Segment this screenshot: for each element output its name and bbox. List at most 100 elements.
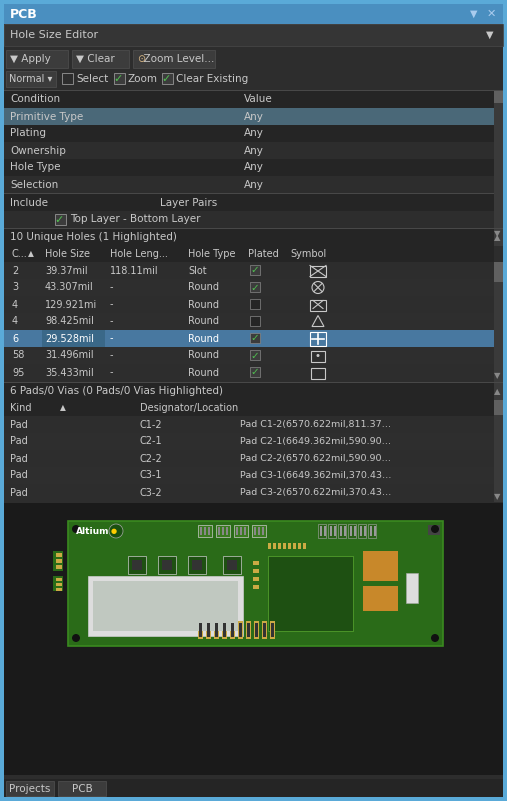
Bar	[56, 565, 62, 569]
Bar	[318, 524, 326, 538]
Bar	[303, 543, 306, 549]
Text: Projects: Projects	[9, 783, 51, 794]
Text: Pad: Pad	[10, 420, 28, 429]
Text: Top Layer - Bottom Layer: Top Layer - Bottom Layer	[70, 215, 200, 224]
Bar	[262, 621, 267, 639]
Bar	[4, 503, 503, 775]
Bar	[222, 527, 224, 535]
Text: 129.921mi: 129.921mi	[45, 300, 97, 309]
Bar	[162, 560, 172, 570]
Bar	[240, 527, 242, 535]
Bar	[214, 621, 219, 639]
Text: Include: Include	[10, 198, 48, 207]
Circle shape	[316, 354, 319, 357]
Text: ✓: ✓	[250, 368, 259, 377]
Bar	[254, 621, 259, 639]
Bar	[199, 623, 202, 637]
Text: ✕: ✕	[487, 9, 496, 19]
Bar	[273, 543, 276, 549]
Bar	[270, 621, 275, 639]
Bar	[56, 559, 62, 563]
Bar	[132, 560, 142, 570]
Bar	[354, 526, 356, 536]
Circle shape	[109, 524, 123, 538]
Bar	[494, 91, 503, 103]
Circle shape	[431, 634, 439, 642]
Text: Hole Size: Hole Size	[45, 249, 90, 259]
Text: Primitive Type: Primitive Type	[10, 111, 83, 122]
Bar	[4, 90, 503, 91]
Bar	[114, 73, 125, 84]
Bar	[328, 524, 336, 538]
Text: Pad: Pad	[10, 470, 28, 481]
Text: 43.307mil: 43.307mil	[45, 283, 94, 292]
Bar	[207, 623, 210, 637]
Bar	[364, 526, 366, 536]
Bar	[133, 50, 215, 68]
Bar	[4, 108, 494, 125]
Text: 4: 4	[12, 300, 18, 309]
Text: Selection: Selection	[10, 179, 58, 190]
Text: Altium: Altium	[76, 526, 110, 536]
Text: Ownership: Ownership	[10, 146, 66, 155]
Text: Round: Round	[188, 333, 219, 344]
Bar	[4, 347, 494, 364]
Bar	[4, 416, 494, 433]
Bar	[206, 621, 211, 639]
Text: Any: Any	[244, 179, 264, 190]
Bar	[216, 525, 230, 537]
Text: Any: Any	[244, 128, 264, 139]
Bar	[4, 279, 494, 296]
Bar	[4, 229, 494, 246]
Text: Normal ▾: Normal ▾	[9, 74, 52, 84]
Text: 3: 3	[12, 283, 18, 292]
Circle shape	[72, 634, 80, 642]
Bar	[4, 24, 503, 46]
Text: -: -	[110, 316, 114, 327]
Text: Condition: Condition	[10, 95, 60, 104]
Text: 35.433mil: 35.433mil	[45, 368, 94, 377]
Bar	[4, 193, 494, 194]
Text: Any: Any	[244, 111, 264, 122]
Bar	[56, 553, 62, 557]
Bar	[4, 211, 494, 228]
Bar	[204, 527, 206, 535]
Bar	[494, 262, 503, 382]
Text: ▼: ▼	[494, 493, 500, 501]
Text: Designator/Location: Designator/Location	[140, 403, 238, 413]
Bar	[255, 623, 258, 637]
Circle shape	[72, 525, 80, 533]
Text: Pad C3-2(6570.622mil,370.43…: Pad C3-2(6570.622mil,370.43…	[240, 488, 391, 497]
Bar	[246, 621, 251, 639]
Bar	[338, 524, 346, 538]
Bar	[363, 551, 398, 581]
Bar	[4, 433, 494, 450]
Bar	[253, 561, 259, 565]
Bar	[293, 543, 296, 549]
Bar	[215, 623, 218, 637]
Bar	[218, 527, 220, 535]
Text: ▼: ▼	[470, 9, 478, 19]
Bar	[252, 525, 266, 537]
Bar	[55, 214, 66, 225]
Bar	[247, 623, 250, 637]
Text: 95: 95	[12, 368, 24, 377]
Text: Kind: Kind	[10, 403, 31, 413]
Text: Select: Select	[76, 74, 108, 84]
Bar	[230, 621, 235, 639]
Bar	[4, 450, 494, 467]
Bar	[250, 299, 260, 309]
Bar	[268, 556, 353, 631]
Text: ▲: ▲	[60, 404, 66, 413]
Text: C2-2: C2-2	[140, 453, 163, 464]
Bar	[334, 526, 336, 536]
Text: -: -	[110, 351, 114, 360]
Bar	[162, 73, 173, 84]
Bar	[68, 521, 443, 646]
Bar	[236, 527, 238, 535]
Text: Slot: Slot	[188, 265, 207, 276]
Bar	[4, 159, 494, 176]
Text: Pad C2-1(6649.362mil,590.90…: Pad C2-1(6649.362mil,590.90…	[240, 437, 391, 446]
Bar	[254, 527, 256, 535]
Text: -: -	[110, 333, 114, 344]
